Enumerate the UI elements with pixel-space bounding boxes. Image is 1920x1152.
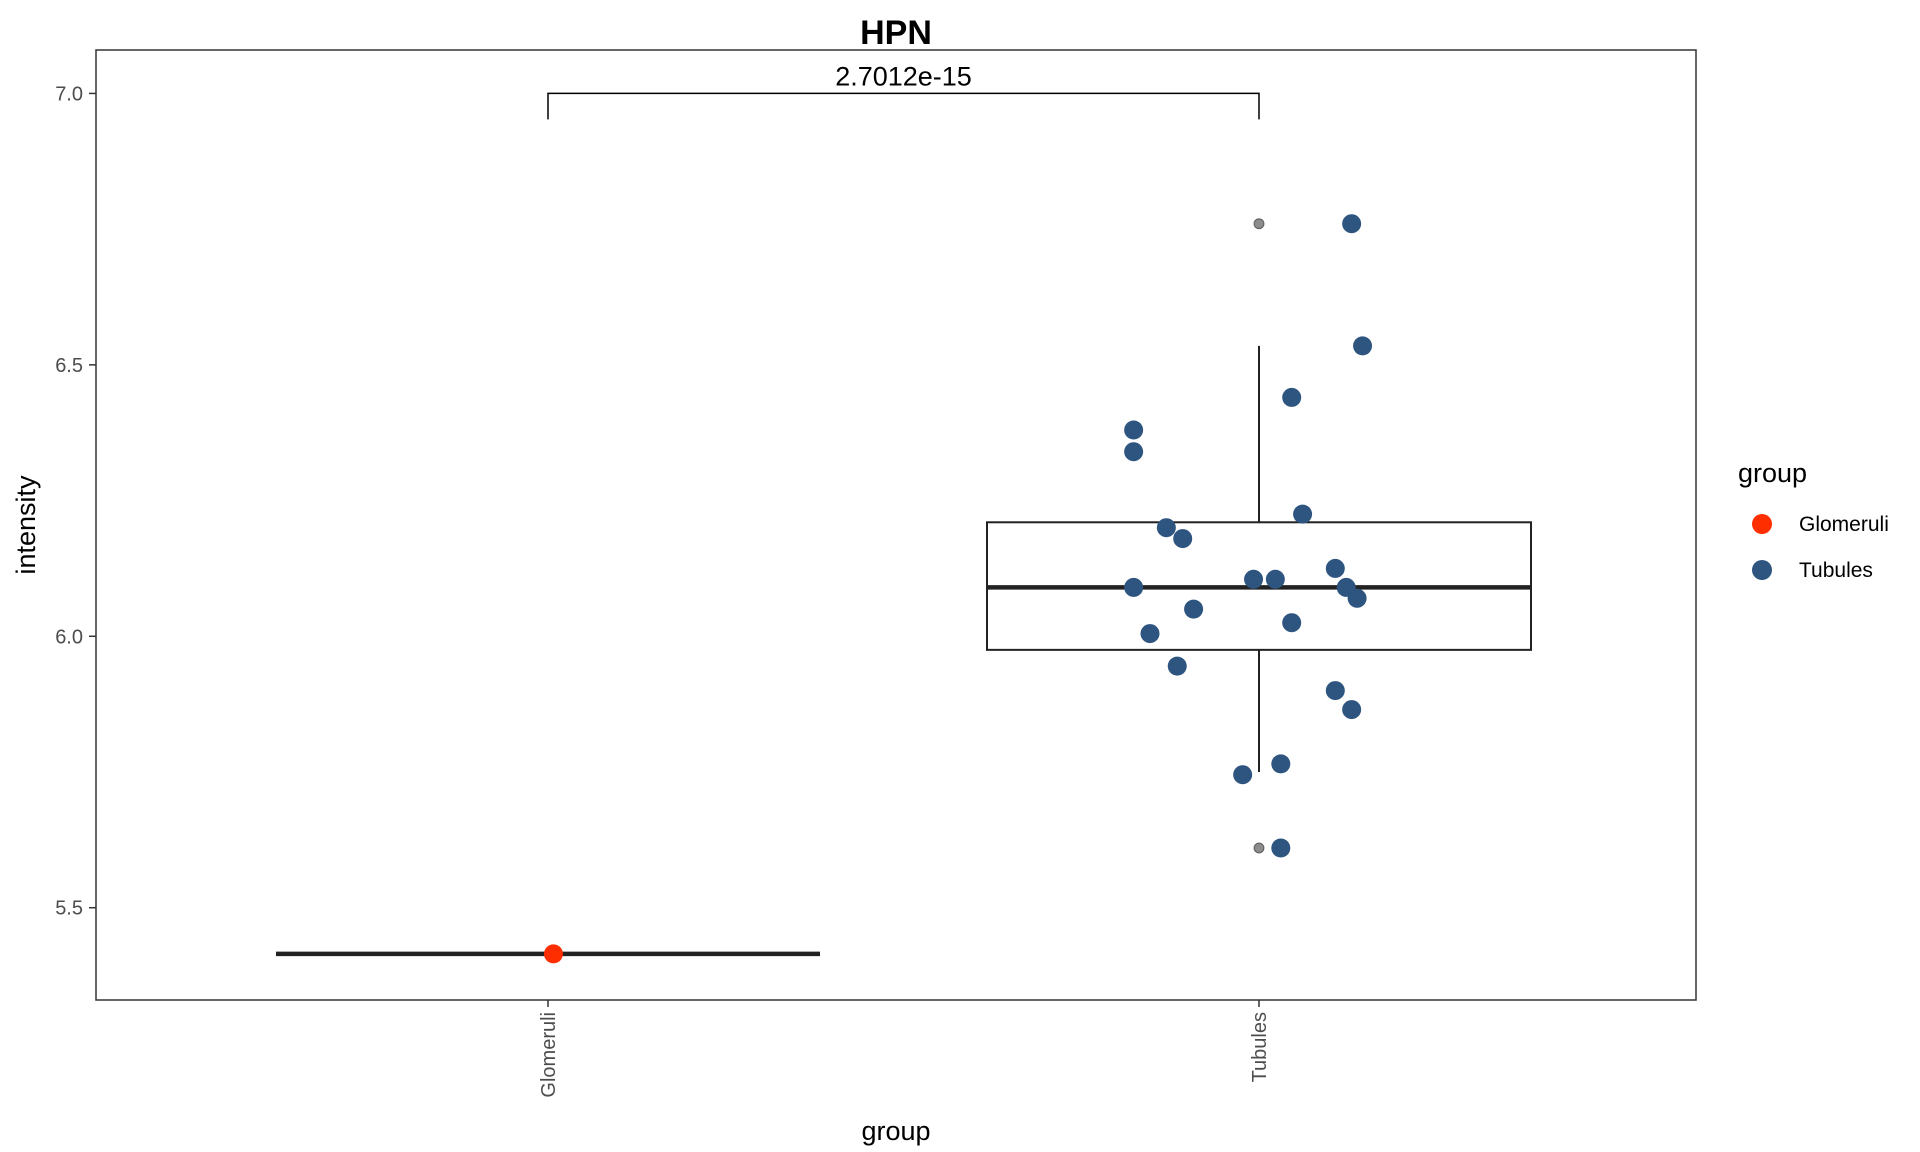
legend: group Glomeruli Tubules xyxy=(1738,458,1889,582)
data-point-glomeruli xyxy=(543,944,563,964)
data-point-tubules xyxy=(1173,529,1193,549)
y-tick-label: 6.0 xyxy=(55,626,83,648)
data-point-tubules xyxy=(1282,387,1302,407)
data-points xyxy=(543,214,1373,964)
x-tick-label: Glomeruli xyxy=(538,1012,560,1098)
data-point-tubules xyxy=(1156,518,1176,538)
data-point-tubules xyxy=(1271,754,1291,774)
data-point-tubules xyxy=(1342,214,1362,234)
x-axis-title: group xyxy=(861,1116,930,1146)
x-tick-label: Tubules xyxy=(1249,1012,1271,1082)
legend-item-tubules: Tubules xyxy=(1752,559,1873,582)
data-point-tubules xyxy=(1140,624,1160,644)
data-point-tubules xyxy=(1233,765,1253,785)
data-point-tubules xyxy=(1347,588,1367,608)
data-point-tubules xyxy=(1124,420,1144,440)
data-point-tubules xyxy=(1184,599,1204,619)
legend-title: group xyxy=(1738,458,1807,488)
data-point-tubules xyxy=(1167,656,1187,676)
data-point-tubules xyxy=(1293,504,1313,524)
significance-bracket: 2.7012e-15 xyxy=(547,61,1260,120)
legend-label: Glomeruli xyxy=(1799,513,1889,536)
box-outlier xyxy=(1253,218,1265,230)
data-point-tubules xyxy=(1271,838,1291,858)
x-axis: Glomeruli Tubules xyxy=(538,1000,1271,1098)
data-point-tubules xyxy=(1124,577,1144,597)
y-tick-label: 6.5 xyxy=(55,355,83,377)
data-point-tubules xyxy=(1325,558,1345,578)
data-point-tubules xyxy=(1342,700,1362,720)
y-tick-label: 5.5 xyxy=(55,898,83,920)
bracket-line xyxy=(547,92,1260,120)
data-point-tubules xyxy=(1265,569,1285,589)
box-outlier xyxy=(1253,842,1265,854)
y-axis: 5.5 6.0 6.5 7.0 xyxy=(55,83,96,920)
chart-title: HPN xyxy=(860,14,932,52)
legend-key xyxy=(1752,514,1772,534)
legend-key xyxy=(1752,560,1772,580)
data-point-tubules xyxy=(1244,569,1264,589)
p-value-label: 2.7012e-15 xyxy=(835,61,972,91)
data-point-tubules xyxy=(1325,681,1345,701)
data-point-tubules xyxy=(1124,442,1144,462)
legend-label: Tubules xyxy=(1799,559,1873,582)
legend-item-glomeruli: Glomeruli xyxy=(1752,513,1889,536)
data-point-tubules xyxy=(1353,336,1373,356)
y-axis-title: intensity xyxy=(11,475,41,575)
y-tick-label: 7.0 xyxy=(55,83,83,105)
data-point-tubules xyxy=(1282,613,1302,633)
